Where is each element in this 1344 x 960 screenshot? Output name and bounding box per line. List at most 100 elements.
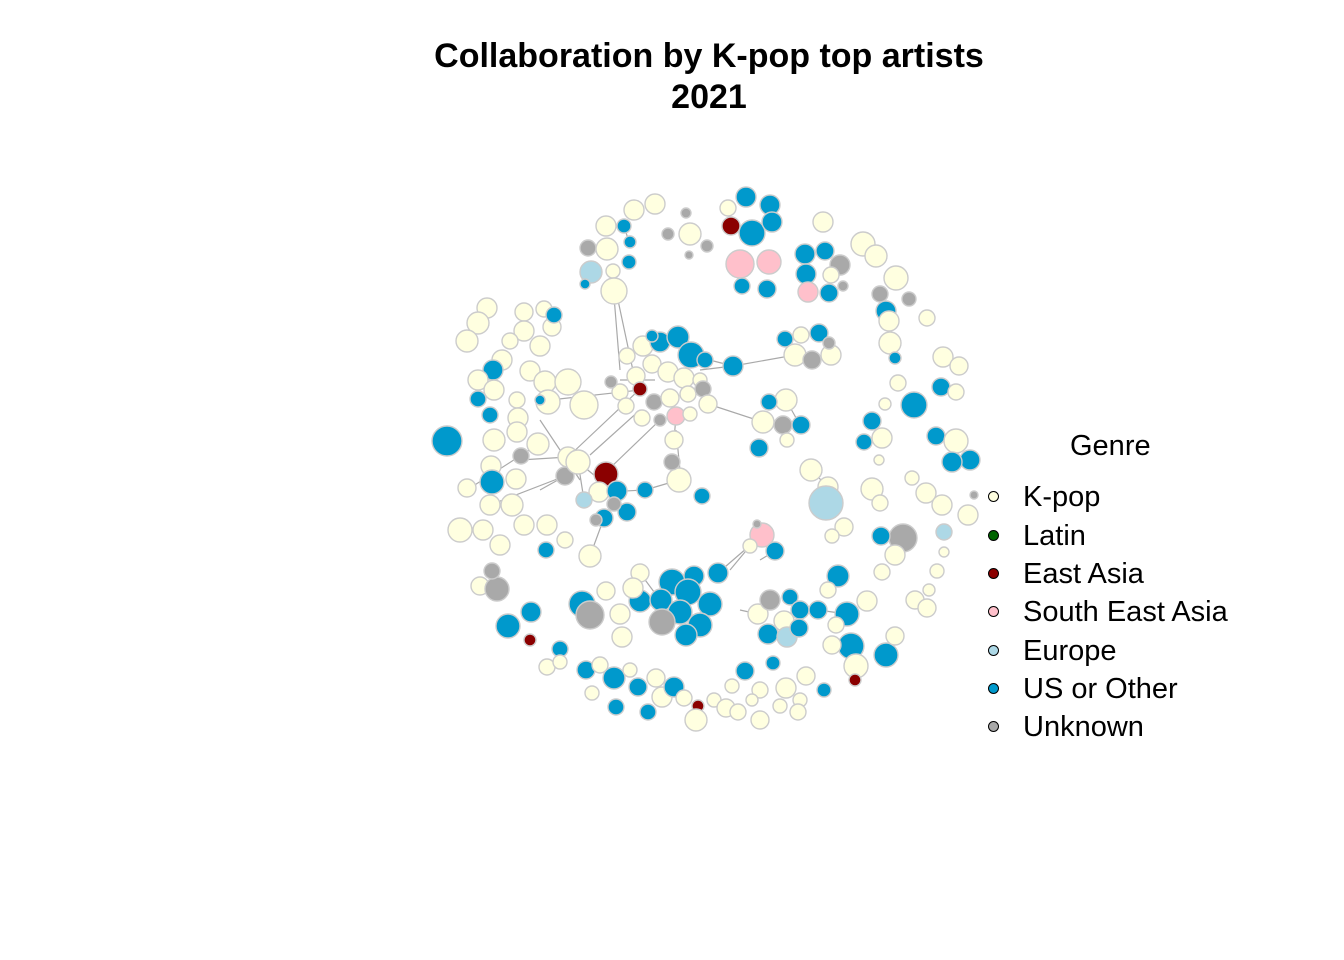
artist-node [666,467,692,493]
artist-node [745,693,759,707]
artist-node [812,211,834,233]
artist-node [915,482,937,504]
artist-node [579,239,597,257]
artist-node [679,385,697,403]
artist-node [644,193,666,215]
artist-node [888,351,902,365]
artist-node [760,393,778,411]
artist-node [792,326,810,344]
artist-node [621,254,637,270]
artist-node [883,265,909,291]
artist-node [932,346,954,368]
artist-node [512,447,530,465]
artist-node [721,216,741,236]
artist-node [678,222,702,246]
artist-node [622,577,644,599]
artist-node [618,347,636,365]
artist-node [660,388,680,408]
legend-label-us-or-other: US or Other [1023,673,1178,705]
artist-node [575,491,593,509]
artist-node [938,546,950,558]
artist-node [848,673,862,687]
artist-node [779,432,795,448]
artist-node [773,415,793,435]
artist-node [682,406,698,422]
artist-node [765,541,785,561]
artist-node [501,332,519,350]
artist-node [673,367,695,389]
artist-node [719,199,737,217]
artist-node [623,235,637,249]
artist-node [943,428,969,454]
chart-title: Collaboration by K-pop top artists 2021 [0,36,1344,118]
artist-node [457,478,477,498]
legend-key-europe [988,645,999,656]
legend-label-south-east-asia: South East Asia [1023,596,1228,628]
artist-node [645,329,659,343]
artist-node [885,626,905,646]
artist-node [664,430,684,450]
artist-node [632,381,648,397]
artist-node [595,215,617,237]
artist-node [808,485,844,521]
artist-node [520,601,542,623]
artist-node [824,528,840,544]
legend-label-unknown: Unknown [1023,711,1144,743]
artist-node [600,277,628,305]
artist-node [513,320,535,342]
artist-node [700,239,714,253]
artist-node [856,590,878,612]
artist-node [749,438,769,458]
artist-node [431,425,463,457]
artist-node [816,682,832,698]
artist-node [878,397,892,411]
artist-node [781,588,799,606]
artist-node [931,377,951,397]
artist-node [775,677,797,699]
artist-node [591,656,609,674]
artist-node [469,390,487,408]
artist-node [466,311,490,335]
artist-node [578,544,602,568]
artist-node [791,415,811,435]
artist-node [789,703,807,721]
artist-node [790,600,810,620]
artist-node [735,661,755,681]
artist-node [482,428,506,452]
artist-node [749,522,775,548]
artist-node [873,454,885,466]
artist-node [514,302,534,322]
artist-node [606,496,622,512]
artist-node [929,563,945,579]
artist-node [569,390,599,420]
artist-node [751,681,769,699]
artist-node [735,186,757,208]
artist-node [579,278,591,290]
artist-node [513,514,535,536]
artist-node [698,394,718,414]
artist-node [617,397,635,415]
artist-node [819,283,839,303]
artist-node [545,306,563,324]
artist-node [772,698,788,714]
artist-node [795,263,817,285]
artist-node [757,279,777,299]
artist-node [819,581,837,599]
artist-node [759,589,781,611]
artist-node [611,626,633,648]
artist-node [506,421,528,443]
artist-node [747,603,769,625]
legend-key-east-asia [988,568,999,579]
artist-node [483,379,505,401]
artist-node [707,562,729,584]
artist-node [447,517,473,543]
artist-node [969,490,979,500]
artist-node [822,266,840,284]
artist-node [941,451,963,473]
artist-node [722,355,744,377]
artist-node [605,263,621,279]
artist-node [523,633,537,647]
artist-node [789,618,809,638]
artist-node [878,310,900,332]
